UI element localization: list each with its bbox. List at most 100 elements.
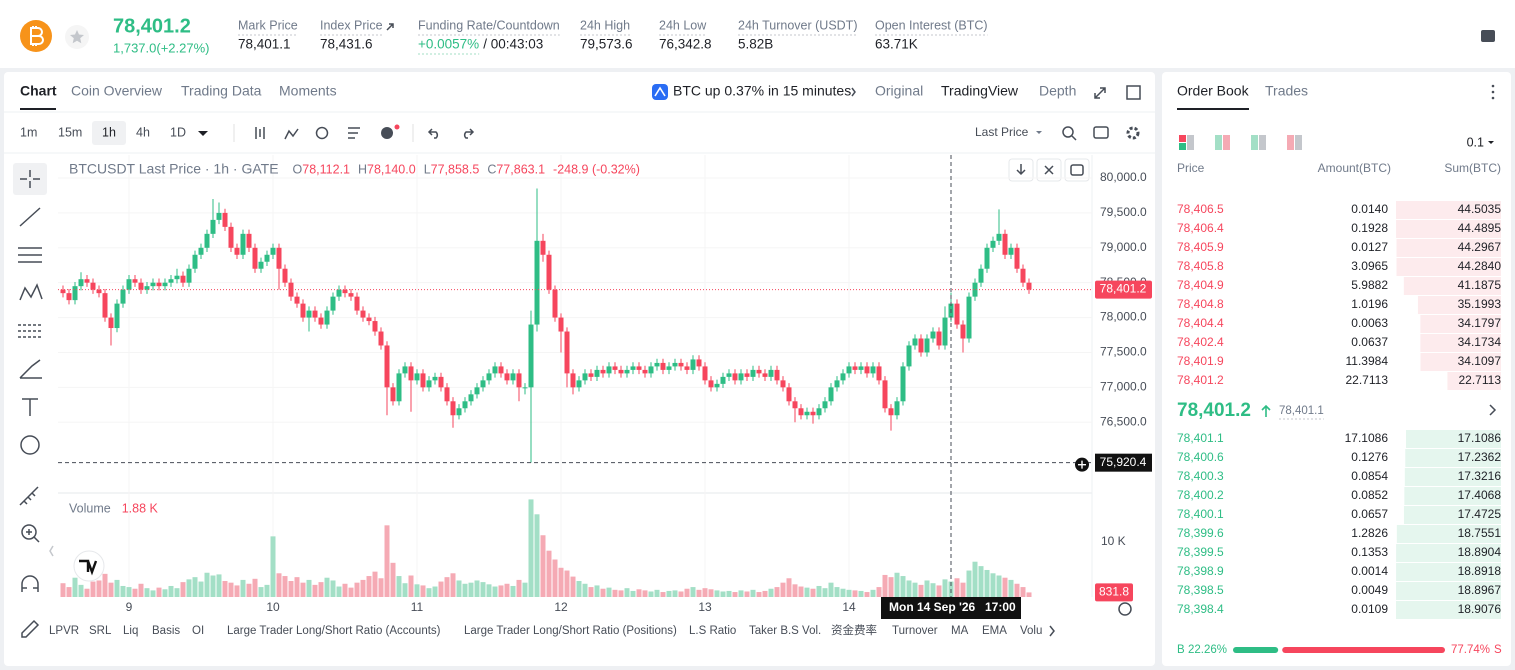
layout-icon[interactable]	[1287, 135, 1294, 150]
collapse-arrow[interactable]	[49, 545, 54, 557]
zoom-tool[interactable]	[21, 524, 37, 540]
last-price-label: 78,401.2	[1100, 282, 1147, 296]
cycle-icon	[1070, 164, 1084, 176]
ob-tab[interactable]: Trades	[1265, 83, 1308, 99]
candle-type-icon[interactable]	[255, 127, 265, 139]
window-icon[interactable]	[1126, 85, 1141, 100]
magnet-tool[interactable]	[21, 575, 39, 592]
stat-extra: / 00:43:03	[483, 37, 543, 52]
chart-tab[interactable]: Trading Data	[181, 83, 262, 99]
layout-icon[interactable]	[1179, 135, 1186, 142]
volume-bar	[324, 577, 330, 597]
ob-tab[interactable]: Order Book	[1177, 83, 1250, 99]
stat-value: 78,431.6	[320, 37, 373, 52]
column-header: Price	[1177, 161, 1205, 175]
candle-body	[894, 401, 900, 416]
indicator-tab[interactable]: L.S Ratio	[689, 625, 736, 637]
add-icon[interactable]	[381, 127, 393, 139]
depth-bar	[1396, 220, 1501, 238]
indicator-tab[interactable]: EMA	[982, 625, 1007, 637]
volume-bar	[78, 584, 84, 597]
candle-body	[216, 212, 222, 220]
indicator-tab[interactable]: SRL	[89, 625, 112, 637]
alert-text[interactable]: BTC up 0.37% in 15 minutes	[673, 83, 851, 99]
indicator-tab[interactable]: 资金费率	[831, 623, 877, 637]
chart-button[interactable]	[1064, 158, 1090, 182]
candle-body	[192, 254, 198, 269]
last-price: 78,401.2	[113, 15, 191, 37]
ruler-tool[interactable]	[19, 486, 39, 506]
chart-tab[interactable]: Moments	[279, 83, 337, 99]
redo-icon[interactable]	[463, 128, 475, 139]
depth-bar	[1396, 601, 1501, 619]
indicator-tab[interactable]: Large Trader Long/Short Ratio (Positions…	[464, 625, 677, 637]
volume-bar	[144, 588, 150, 597]
pattern-tool[interactable]	[19, 283, 43, 301]
candle-body	[504, 373, 510, 381]
indicator-tab[interactable]: MA	[951, 625, 969, 637]
indicator-tab[interactable]: Turnover	[892, 625, 938, 637]
indicator-tab[interactable]: Liq	[123, 625, 138, 637]
candle-body	[954, 303, 960, 325]
crosshair-tool[interactable]	[20, 170, 40, 188]
camera-icon[interactable]	[1093, 126, 1109, 139]
indicator-tab[interactable]: Taker B.S Vol.	[749, 625, 821, 637]
indicator-icon[interactable]	[284, 128, 299, 140]
scroll-right[interactable]	[1049, 625, 1055, 637]
volume-bar	[696, 589, 702, 597]
candle-body	[732, 373, 738, 381]
volume-bar	[354, 582, 360, 597]
order-amount: 0.0049	[1351, 583, 1388, 597]
brush-tool[interactable]	[19, 359, 42, 379]
layout-icon[interactable]	[1215, 135, 1222, 150]
fib-tool[interactable]	[18, 324, 42, 338]
candle-body	[684, 366, 690, 370]
volume-bar	[870, 589, 876, 597]
volume-bar	[792, 584, 798, 597]
depth-bar	[1405, 430, 1501, 448]
indicator-tab[interactable]: Large Trader Long/Short Ratio (Accounts)	[227, 625, 441, 637]
pencil-tool[interactable]	[21, 619, 40, 638]
indicator-tab[interactable]: Volu	[1020, 625, 1042, 637]
indicator-tab[interactable]: Basis	[152, 625, 180, 637]
candle-body	[630, 366, 636, 370]
indicator-tab[interactable]: LPVR	[49, 625, 79, 637]
volume-bar	[558, 567, 564, 597]
candle-body	[888, 408, 894, 416]
candle-body	[240, 233, 246, 255]
volume-bar	[804, 587, 810, 597]
candle-body	[186, 268, 192, 283]
settings-icon[interactable]	[1126, 126, 1140, 140]
order-sum: 44.2967	[1458, 240, 1502, 254]
chart-tab[interactable]: Coin Overview	[71, 83, 163, 99]
dropdown-caret[interactable]	[198, 131, 208, 136]
undo-icon[interactable]	[427, 128, 439, 139]
volume-bar	[672, 590, 678, 597]
search-icon[interactable]	[1062, 126, 1074, 138]
order-sum: 44.4895	[1458, 221, 1502, 235]
depth-bar	[1405, 449, 1501, 467]
panel-icon[interactable]	[1481, 30, 1495, 42]
chart-tab[interactable]: Chart	[20, 83, 57, 99]
star-icon	[70, 30, 84, 44]
chevron[interactable]	[1489, 404, 1497, 416]
template-icon[interactable]	[348, 127, 360, 139]
text-tool[interactable]	[22, 398, 38, 416]
volume-bar	[114, 579, 120, 597]
dropdown-caret[interactable]	[1036, 131, 1042, 134]
fullscreen-icon[interactable]	[1094, 87, 1106, 99]
layout-icon[interactable]	[1251, 135, 1258, 150]
axis-settings-icon[interactable]	[1118, 602, 1132, 616]
column-header: Amount(BTC)	[1318, 161, 1391, 175]
channel-tool[interactable]	[18, 247, 42, 263]
volume-bar	[138, 583, 144, 597]
volume-bar	[300, 582, 306, 597]
indicator-tab[interactable]: OI	[192, 625, 204, 637]
dropdown-caret[interactable]	[1488, 141, 1494, 144]
line-tool[interactable]	[19, 207, 41, 227]
refresh-icon[interactable]	[315, 126, 329, 140]
emoji-tool[interactable]	[20, 435, 40, 455]
more-icon[interactable]	[1491, 84, 1495, 88]
candle-body	[642, 369, 648, 374]
